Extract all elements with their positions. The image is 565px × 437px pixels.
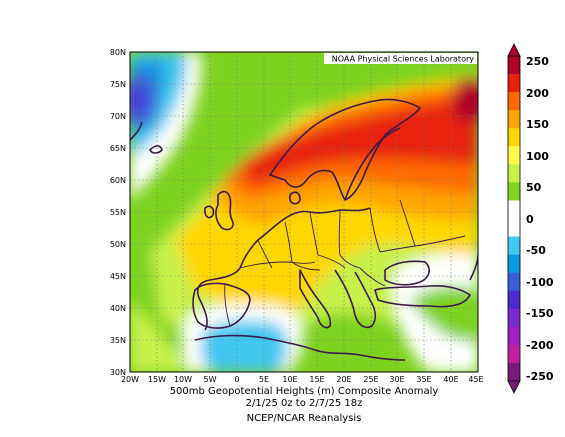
colorbar-segment	[508, 56, 520, 75]
lat-axis: 80N 75N 70N 65N 60N 55N 50N 45N 40N 35N …	[110, 48, 126, 377]
colorbar-segment	[508, 110, 520, 129]
lat-label: 60N	[110, 176, 126, 185]
lon-label: 20W	[121, 375, 139, 384]
map-frame	[129, 51, 479, 373]
colorbar-label: 50	[526, 181, 542, 194]
lon-label: 25E	[363, 375, 378, 384]
credit-box	[324, 53, 477, 64]
colorbar-segment	[508, 326, 520, 346]
colorbar-label: 200	[526, 87, 549, 100]
lon-axis: 20W 15W 10W 5W 0 5E 10E 15E 20E 25E 30E …	[121, 375, 484, 384]
colorbar-segment	[508, 272, 520, 292]
colorbar-segment	[508, 182, 520, 201]
colorbar-segment	[508, 290, 520, 310]
colorbar-label: 100	[526, 150, 549, 163]
colorbar-label: -50	[526, 244, 546, 257]
colorbar-label: 0	[526, 213, 534, 226]
lat-label: 45N	[110, 272, 126, 281]
lon-label: 5E	[259, 375, 269, 384]
caption: 500mb Geopotential Heights (m) Composite…	[130, 386, 478, 425]
lon-label: 35E	[416, 375, 431, 384]
country-borders	[224, 199, 466, 327]
colorbar-segment	[508, 254, 520, 273]
credit-text: NOAA Physical Sciences Laboratory	[332, 55, 475, 64]
colorbar-segment	[508, 200, 520, 219]
colorbar-segment	[508, 128, 520, 147]
colorbar-label: -100	[526, 276, 554, 289]
lon-label: 0	[234, 375, 239, 384]
colorbar-label: -250	[526, 370, 554, 383]
colorbar-segment	[508, 236, 520, 255]
lat-label: 70N	[110, 112, 126, 121]
colorbar-bottom-arrow	[507, 380, 521, 394]
lat-label: 30N	[110, 368, 126, 377]
lat-label: 75N	[110, 80, 126, 89]
colorbar-top-arrow	[507, 43, 521, 57]
colorbar-segment	[508, 74, 520, 93]
caption-dates: 2/1/25 0z to 2/7/25 18z	[245, 398, 363, 409]
lon-label: 30E	[389, 375, 404, 384]
caption-title: 500mb Geopotential Heights (m) Composite…	[169, 386, 439, 397]
lat-label: 80N	[110, 48, 126, 57]
lat-label: 55N	[110, 208, 126, 217]
colorbar-segment	[508, 218, 520, 237]
lon-label: 15W	[148, 375, 166, 384]
caption-source: NCEP/NCAR Reanalysis	[246, 413, 362, 424]
colorbar-label: -200	[526, 339, 554, 352]
colorbar-segment	[508, 344, 520, 364]
lon-label: 40E	[443, 375, 458, 384]
colorbar-segment	[508, 92, 520, 111]
lon-label: 20E	[336, 375, 351, 384]
colorbar-label: 150	[526, 118, 549, 131]
colorbar-segment	[508, 362, 520, 382]
lon-label: 5W	[204, 375, 217, 384]
colorbar: 250 200 150 100 50 0 -50 -100 -150 -200 …	[507, 43, 554, 394]
lat-label: 40N	[110, 304, 126, 313]
colorbar-segments	[507, 55, 521, 382]
colorbar-segment	[508, 146, 520, 165]
lat-label: 65N	[110, 144, 126, 153]
colorbar-segment	[508, 164, 520, 183]
lon-label: 15E	[309, 375, 324, 384]
lat-label: 35N	[110, 336, 126, 345]
lat-label: 50N	[110, 240, 126, 249]
lon-label: 10E	[282, 375, 297, 384]
colorbar-labels: 250 200 150 100 50 0 -50 -100 -150 -200 …	[526, 55, 554, 383]
colorbar-label: -150	[526, 307, 554, 320]
lon-label: 45E	[468, 375, 483, 384]
colorbar-segment	[508, 308, 520, 328]
lon-label: 10W	[174, 375, 192, 384]
colorbar-label: 250	[526, 55, 549, 68]
